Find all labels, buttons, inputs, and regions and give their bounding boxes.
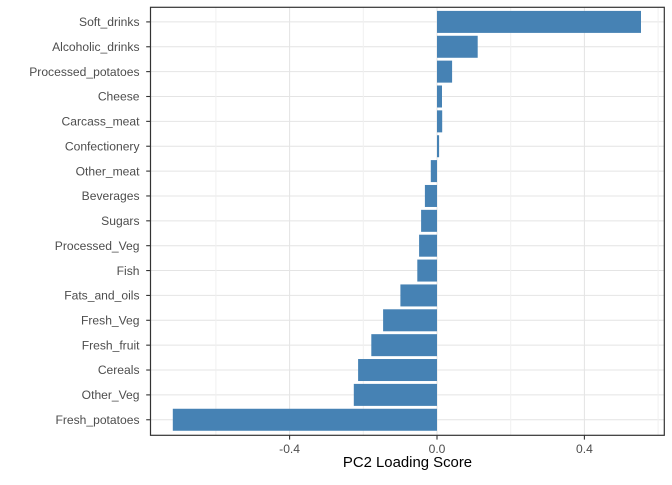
svg-text:PC2 Loading Score: PC2 Loading Score: [343, 455, 472, 471]
svg-text:Other_meat: Other_meat: [76, 164, 140, 178]
svg-text:Soft_drinks: Soft_drinks: [79, 15, 140, 29]
svg-text:Confectionery: Confectionery: [65, 139, 141, 153]
svg-text:Cereals: Cereals: [98, 363, 140, 377]
svg-text:Carcass_meat: Carcass_meat: [62, 115, 141, 129]
svg-text:Other_Veg: Other_Veg: [82, 388, 140, 402]
svg-text:Fresh_potatoes: Fresh_potatoes: [55, 413, 139, 427]
svg-text:Sugars: Sugars: [101, 214, 139, 228]
svg-text:Processed_Veg: Processed_Veg: [55, 239, 140, 253]
svg-text:Cheese: Cheese: [98, 90, 140, 104]
svg-text:Fresh_Veg: Fresh_Veg: [81, 313, 140, 327]
svg-text:Beverages: Beverages: [82, 189, 140, 203]
svg-text:-0.4: -0.4: [279, 442, 300, 456]
svg-text:Fresh_fruit: Fresh_fruit: [82, 338, 140, 352]
svg-text:0.4: 0.4: [576, 442, 593, 456]
svg-text:Alcoholic_drinks: Alcoholic_drinks: [52, 40, 139, 54]
svg-text:Fish: Fish: [117, 264, 140, 278]
svg-text:Processed_potatoes: Processed_potatoes: [29, 65, 139, 79]
svg-text:0.0: 0.0: [429, 442, 446, 456]
svg-text:Fats_and_oils: Fats_and_oils: [64, 289, 139, 303]
